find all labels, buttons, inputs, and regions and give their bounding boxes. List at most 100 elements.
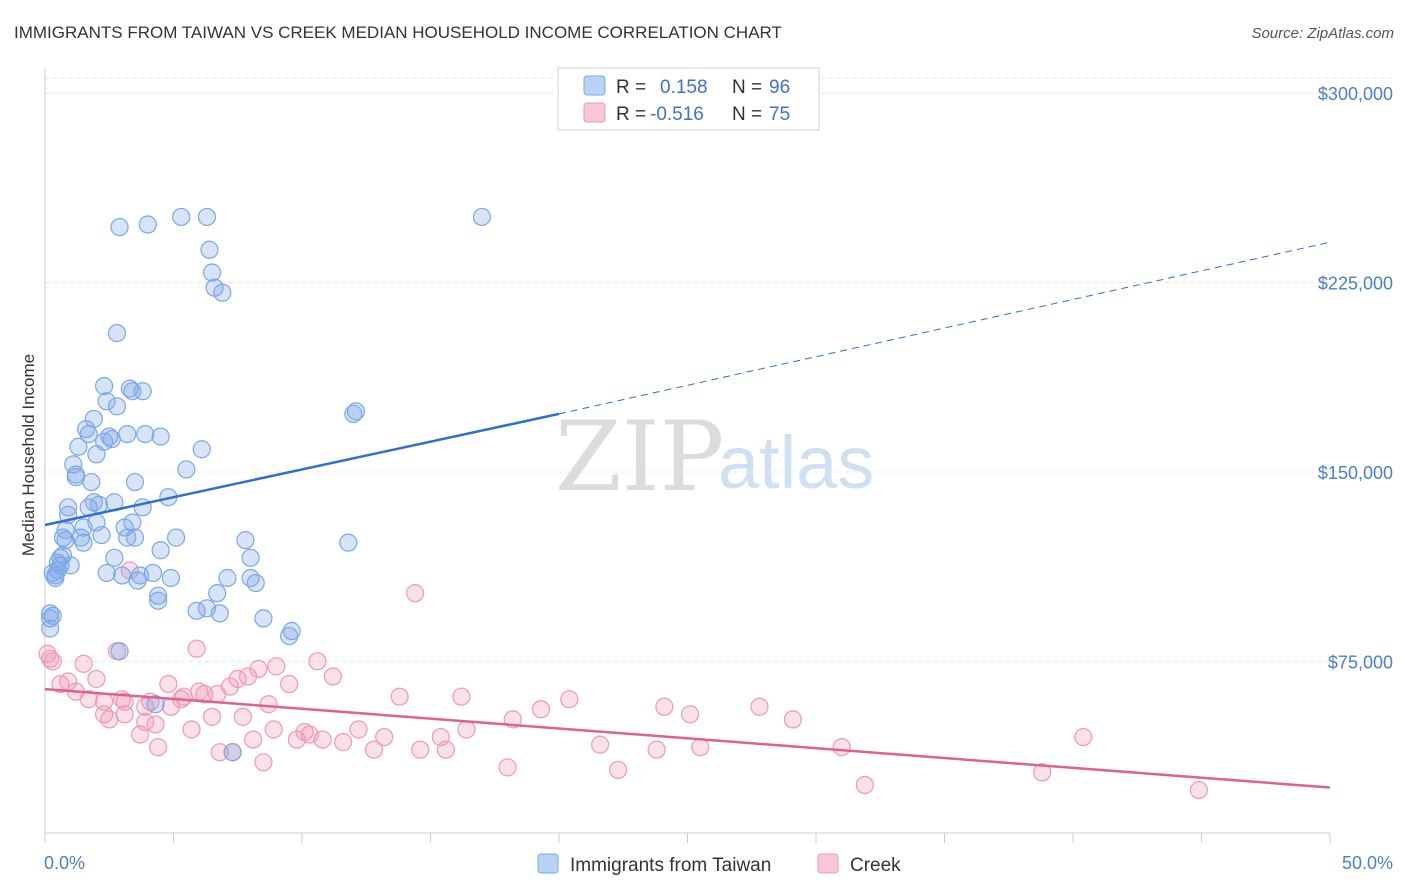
legend-n-value-taiwan: 96 (769, 77, 790, 98)
point-taiwan (208, 584, 227, 603)
point-taiwan (41, 604, 60, 623)
legend-r-label-taiwan: R = (616, 77, 646, 98)
point-creek (115, 705, 134, 724)
point-creek (244, 730, 263, 749)
point-taiwan (202, 263, 222, 282)
point-creek (295, 722, 314, 742)
point-creek (43, 652, 62, 671)
point-creek (238, 667, 258, 686)
bottom-legend-label-taiwan: Immigrants from Taiwan (570, 855, 771, 876)
point-taiwan (223, 743, 242, 762)
point-creek (74, 654, 93, 673)
point-creek (323, 667, 342, 686)
point-creek (855, 775, 874, 795)
point-taiwan (89, 495, 109, 514)
point-creek (680, 705, 700, 724)
chart-title: IMMIGRANTS FROM TAIWAN VS CREEK MEDIAN H… (14, 23, 782, 42)
point-taiwan (102, 430, 121, 449)
point-creek (1074, 727, 1093, 747)
point-taiwan (151, 541, 170, 560)
legend-swatch-creek (583, 102, 606, 123)
point-taiwan (138, 215, 157, 234)
point-taiwan (43, 563, 62, 583)
point-taiwan (200, 240, 219, 259)
point-taiwan (112, 566, 132, 585)
point-taiwan (236, 531, 255, 550)
legend-swatch-taiwan (583, 75, 606, 96)
point-taiwan (82, 472, 101, 492)
trend-line-taiwan-extension (558, 241, 1331, 415)
point-creek (655, 697, 674, 716)
point-creek (609, 760, 628, 779)
bottom-legend-swatch-creek (817, 853, 839, 874)
point-creek (220, 677, 240, 696)
chart-source: Source: ZipAtlas.com (1251, 25, 1394, 42)
point-taiwan (110, 642, 129, 661)
point-creek (1189, 780, 1209, 800)
point-taiwan (53, 546, 73, 565)
point-taiwan (282, 621, 301, 641)
point-taiwan (56, 531, 75, 550)
point-taiwan (74, 533, 93, 552)
point-taiwan (84, 493, 103, 512)
point-creek (100, 710, 119, 729)
point-taiwan (339, 533, 358, 552)
point-creek (457, 720, 476, 739)
point-creek (1033, 763, 1052, 782)
point-taiwan (172, 207, 191, 227)
point-creek (146, 715, 165, 734)
point-taiwan (197, 207, 217, 227)
y-tick-label: $225,000 (1318, 274, 1393, 294)
watermark-zip: ZIP (555, 401, 724, 513)
point-taiwan (97, 563, 116, 583)
point-taiwan (133, 382, 152, 401)
point-creek (280, 674, 299, 694)
point-creek (647, 740, 666, 759)
trend-line-taiwan (44, 412, 560, 527)
point-taiwan (125, 472, 145, 492)
point-taiwan (280, 626, 299, 646)
point-taiwan (84, 409, 103, 429)
point-creek (115, 692, 134, 711)
point-taiwan (61, 556, 80, 575)
bottom-legend-label-creek: Creek (850, 855, 901, 876)
point-creek (254, 753, 273, 772)
point-taiwan (41, 609, 60, 628)
point-taiwan (118, 424, 137, 444)
point-taiwan (148, 591, 168, 610)
point-creek (364, 740, 384, 759)
point-taiwan (43, 606, 62, 625)
point-creek (210, 743, 229, 762)
point-creek (79, 690, 98, 709)
point-taiwan (166, 528, 186, 547)
series-legend: Immigrants from Taiwan Creek (537, 853, 901, 876)
point-taiwan (254, 609, 273, 628)
point-creek (264, 720, 283, 739)
point-creek (783, 710, 802, 729)
point-taiwan (100, 427, 119, 446)
data-points (38, 207, 1209, 800)
point-creek (202, 707, 222, 726)
point-creek (41, 649, 60, 668)
point-creek (436, 740, 456, 759)
point-creek (405, 584, 425, 603)
point-creek (313, 730, 332, 749)
x-tick-label-left: 0.0% (44, 853, 85, 873)
point-creek (249, 659, 268, 678)
point-taiwan (125, 528, 145, 547)
legend-n-label-creek: N = (732, 104, 762, 125)
legend-n-value-creek: 75 (769, 104, 790, 125)
point-taiwan (346, 402, 366, 421)
trend-lines (44, 241, 1331, 789)
point-taiwan (246, 573, 265, 593)
point-taiwan (77, 419, 96, 439)
point-taiwan (241, 548, 260, 567)
point-taiwan (143, 563, 163, 583)
y-axis-tick-labels: $300,000 $225,000 $150,000 $75,000 (1318, 84, 1393, 672)
point-creek (691, 738, 710, 757)
point-creek (452, 687, 471, 706)
point-creek (334, 733, 353, 752)
legend-r-value-taiwan: 0.158 (660, 77, 708, 98)
y-tick-label: $300,000 (1318, 84, 1393, 104)
bottom-legend-swatch-taiwan (537, 853, 559, 874)
